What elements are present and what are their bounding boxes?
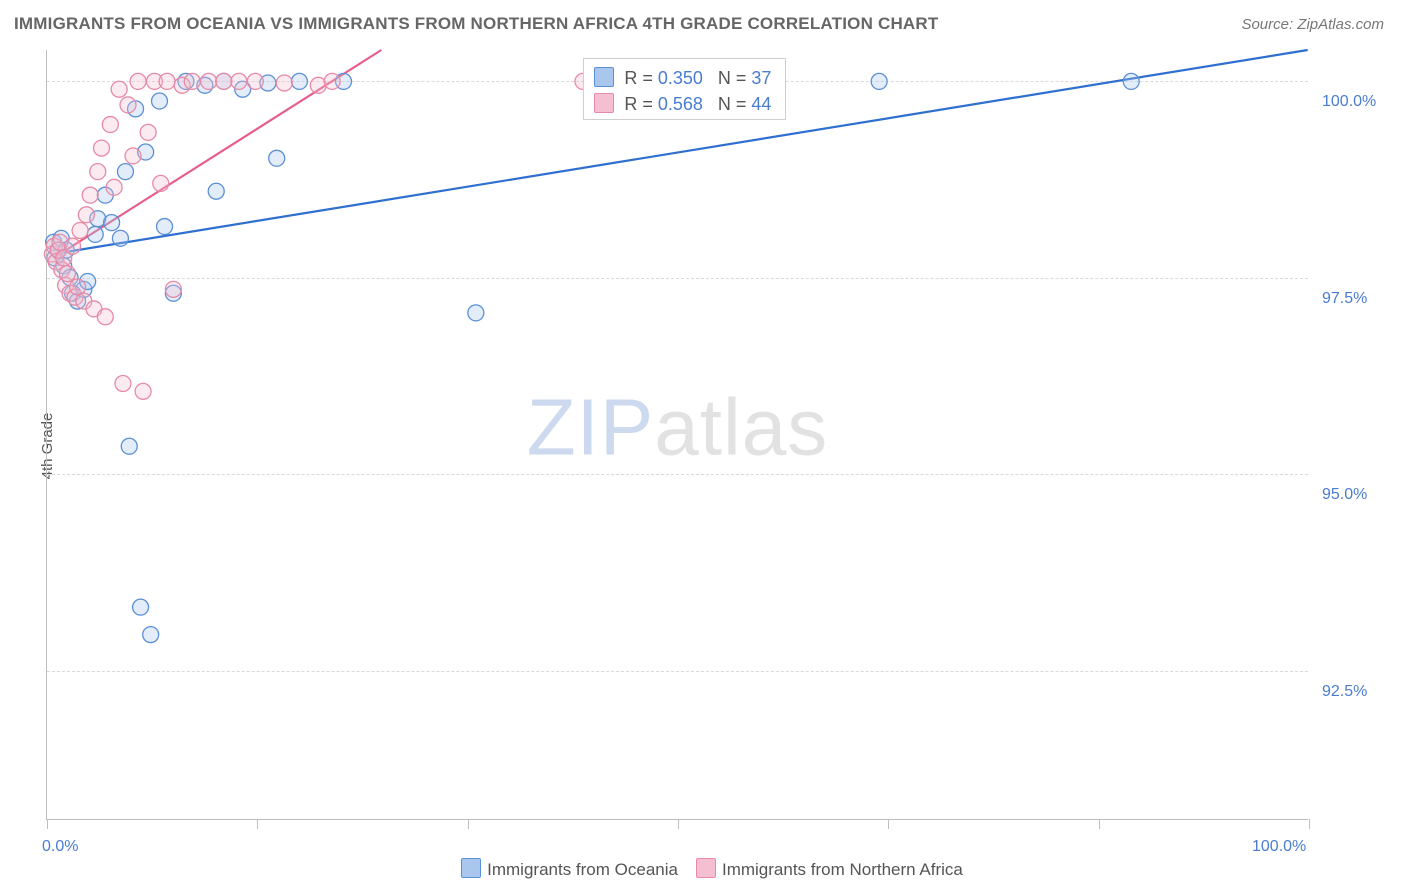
chart-title: IMMIGRANTS FROM OCEANIA VS IMMIGRANTS FR… (14, 14, 938, 34)
data-point-nafrica (106, 179, 122, 195)
data-point-oceania (291, 73, 307, 89)
data-point-oceania (152, 93, 168, 109)
data-point-nafrica (120, 97, 136, 113)
data-point-oceania (104, 215, 120, 231)
x-tick (47, 819, 48, 829)
legend-swatch (594, 93, 614, 113)
data-point-nafrica (111, 81, 127, 97)
data-point-oceania (117, 164, 133, 180)
y-tick-label: 100.0% (1322, 93, 1376, 111)
data-point-nafrica (59, 266, 75, 282)
data-point-nafrica (247, 73, 263, 89)
data-point-oceania (133, 599, 149, 615)
y-tick-label: 97.5% (1322, 290, 1367, 308)
y-tick-label: 95.0% (1322, 486, 1367, 504)
data-point-oceania (871, 73, 887, 89)
n-value: 37 (751, 68, 771, 88)
y-tick-label: 92.5% (1322, 683, 1367, 701)
x-tick (678, 819, 679, 829)
legend-label: Immigrants from Oceania (487, 860, 678, 879)
legend-swatch (594, 67, 614, 87)
data-point-nafrica (125, 148, 141, 164)
plot-svg (47, 50, 1308, 819)
r-label: R = (624, 68, 658, 88)
n-label: N = (703, 68, 752, 88)
bottom-legend: Immigrants from Oceania Immigrants from N… (0, 858, 1406, 880)
data-point-nafrica (94, 140, 110, 156)
data-point-nafrica (159, 73, 175, 89)
plot-area: ZIPatlas R = 0.350 N = 37R = 0.568 N = 4… (46, 50, 1308, 820)
data-point-nafrica (276, 75, 292, 91)
data-point-nafrica (65, 238, 81, 254)
x-tick (888, 819, 889, 829)
data-point-nafrica (130, 73, 146, 89)
n-label: N = (703, 94, 752, 114)
data-point-nafrica (82, 187, 98, 203)
n-value: 44 (751, 94, 771, 114)
chart-root: IMMIGRANTS FROM OCEANIA VS IMMIGRANTS FR… (0, 0, 1406, 892)
data-point-nafrica (72, 222, 88, 238)
data-point-nafrica (90, 164, 106, 180)
data-point-oceania (208, 183, 224, 199)
x-tick (468, 819, 469, 829)
data-point-oceania (157, 219, 173, 235)
data-point-nafrica (165, 281, 181, 297)
stats-legend-box: R = 0.350 N = 37R = 0.568 N = 44 (583, 58, 786, 120)
data-point-oceania (143, 627, 159, 643)
data-point-nafrica (140, 124, 156, 140)
source-label: Source: ZipAtlas.com (1241, 16, 1384, 33)
data-point-oceania (269, 150, 285, 166)
data-point-nafrica (216, 73, 232, 89)
stats-row: R = 0.350 N = 37 (594, 65, 771, 91)
x-tick-label: 0.0% (42, 838, 78, 856)
x-tick (1309, 819, 1310, 829)
legend-swatch (461, 858, 481, 878)
data-point-nafrica (115, 376, 131, 392)
r-value: 0.568 (658, 94, 703, 114)
r-label: R = (624, 94, 658, 114)
data-point-nafrica (78, 207, 94, 223)
data-point-nafrica (201, 73, 217, 89)
data-point-oceania (468, 305, 484, 321)
stats-row: R = 0.568 N = 44 (594, 91, 771, 117)
x-tick (257, 819, 258, 829)
data-point-nafrica (231, 73, 247, 89)
x-tick-label: 100.0% (1252, 838, 1306, 856)
x-tick (1099, 819, 1100, 829)
data-point-nafrica (135, 383, 151, 399)
legend-swatch (696, 858, 716, 878)
r-value: 0.350 (658, 68, 703, 88)
data-point-oceania (1123, 73, 1139, 89)
data-point-oceania (112, 230, 128, 246)
data-point-oceania (121, 438, 137, 454)
data-point-oceania (87, 226, 103, 242)
data-point-nafrica (184, 73, 200, 89)
data-point-nafrica (97, 309, 113, 325)
legend-label: Immigrants from Northern Africa (722, 860, 963, 879)
data-point-nafrica (324, 73, 340, 89)
data-point-nafrica (102, 117, 118, 133)
data-point-nafrica (153, 175, 169, 191)
